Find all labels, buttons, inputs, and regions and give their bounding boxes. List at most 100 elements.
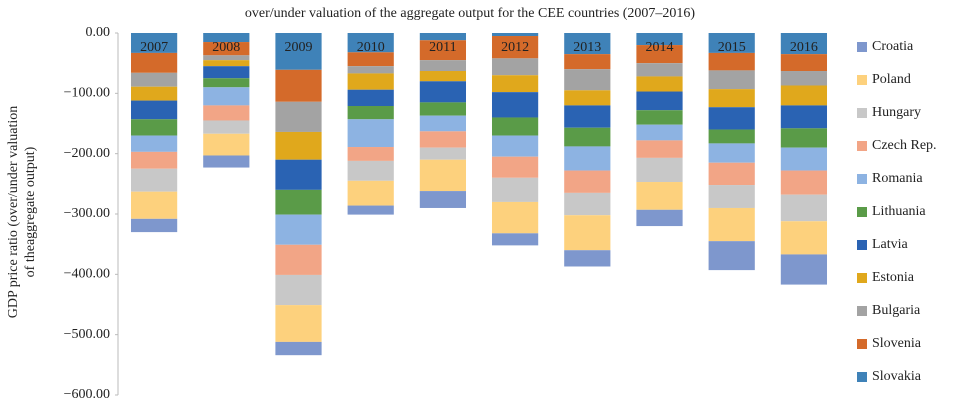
legend-label: Poland [872, 72, 911, 87]
legend-swatch [857, 174, 867, 184]
bar-segment [347, 180, 394, 206]
legend-swatch [857, 75, 867, 85]
category-label: 2011 [429, 40, 456, 55]
bar-segment [708, 241, 755, 271]
bar-segment [130, 86, 178, 101]
bar-segment [130, 168, 178, 192]
bar-segment [347, 119, 394, 148]
bar-segment [203, 78, 250, 88]
y-tick-label: −500.00 [64, 327, 110, 342]
category-label: 2010 [357, 40, 385, 55]
bar-segment [275, 274, 322, 306]
bar-segment [564, 170, 611, 193]
bar-segment [203, 105, 250, 121]
legend-label: Latvia [872, 237, 909, 252]
bar-segment [203, 120, 250, 134]
bar-segment [419, 81, 467, 103]
bar-segment [347, 89, 394, 107]
legend-label: Croatia [872, 39, 914, 54]
bar-segment [564, 215, 611, 251]
bar-segment [636, 76, 683, 92]
bar-segment [564, 54, 611, 70]
y-tick-label: −200.00 [64, 146, 110, 161]
y-tick-label: −600.00 [64, 387, 110, 402]
bar-segment [780, 170, 828, 195]
bar-segment [203, 33, 250, 43]
bar-segment [780, 54, 828, 72]
legend-label: Lithuania [872, 204, 926, 219]
bar-segment [491, 75, 539, 93]
bar-segment [130, 218, 178, 233]
legend-swatch [857, 273, 867, 283]
bar-segment [419, 102, 467, 116]
bar-segment [347, 66, 394, 74]
bar-segment [347, 147, 394, 161]
bar-segment [203, 155, 250, 168]
bar-segment [275, 159, 322, 190]
bar-segment [419, 40, 467, 61]
category-label: 2015 [718, 40, 746, 55]
bar-segment [780, 33, 828, 55]
bar-segment [130, 52, 178, 73]
bar-segment [780, 254, 828, 285]
bar-segment [564, 192, 611, 216]
bar-segment [491, 233, 539, 246]
y-tick-label: 0.00 [86, 25, 111, 40]
bar-segment [275, 305, 322, 342]
bar-segment [275, 214, 322, 245]
bar-segment [780, 221, 828, 255]
bar-segment [491, 201, 539, 234]
bar-segment [636, 63, 683, 77]
bar-segment [419, 71, 467, 82]
legend-label: Romania [872, 171, 923, 186]
bar-segment [419, 33, 467, 41]
bar-segment [780, 194, 828, 222]
bar-segment [636, 182, 683, 210]
bar-segment [491, 36, 539, 59]
y-axis-label: GDP price ratio (over/under valuation [6, 106, 21, 319]
legend-label: Hungary [872, 105, 921, 120]
legend-swatch [857, 108, 867, 118]
legend-label: Slovakia [872, 369, 922, 384]
bar-segment [708, 107, 755, 130]
bar-segment [491, 117, 539, 136]
bar-segment [564, 33, 611, 55]
y-tick-label: −100.00 [64, 86, 110, 101]
category-label: 2007 [140, 40, 168, 55]
bar-segment [491, 135, 539, 157]
bar-segment [347, 52, 394, 67]
bar-segment [708, 70, 755, 90]
bar-segment [130, 135, 178, 152]
bar-segment [491, 156, 539, 178]
bar-segment [708, 52, 755, 71]
bar-segment [347, 73, 394, 90]
bar-segment [203, 60, 250, 67]
legend-label: Slovenia [872, 336, 922, 351]
chart-title: over/under valuation of the aggregate ou… [245, 6, 696, 21]
bar-segment [419, 191, 467, 208]
bar-segment [275, 69, 322, 102]
bar-segment [780, 105, 828, 129]
bar-segment [130, 151, 178, 169]
legend-swatch [857, 42, 867, 52]
bar-segment [564, 250, 611, 267]
bar-segment [419, 131, 467, 148]
bar-segment [203, 133, 250, 156]
bar-segment [708, 185, 755, 208]
legend-swatch [857, 306, 867, 316]
bar-segment [636, 91, 683, 111]
bar-segment [419, 115, 467, 132]
bar-segment [636, 110, 683, 125]
bar-segment [636, 157, 683, 183]
category-label: 2012 [501, 40, 529, 55]
bar-segment [275, 341, 322, 356]
legend-swatch [857, 207, 867, 217]
legend-swatch [857, 339, 867, 349]
bar-segment [564, 127, 611, 147]
bar-segment [564, 90, 611, 106]
bar-segment [636, 124, 683, 141]
bar-segment [708, 89, 755, 108]
bar-segment [708, 143, 755, 163]
legend-swatch [857, 372, 867, 382]
